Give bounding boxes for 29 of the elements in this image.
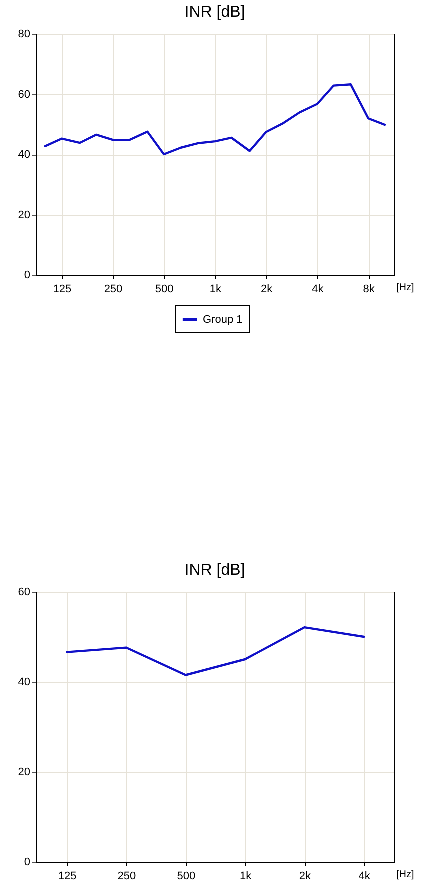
x-axis-title: [Hz] — [396, 870, 414, 880]
x-tick-label: 250 — [104, 284, 123, 296]
x-tick-label: 500 — [155, 284, 174, 296]
x-tick-label: 1k — [210, 284, 222, 296]
y-tick-label: 60 — [18, 586, 30, 598]
y-tick-label: 0 — [24, 270, 30, 282]
y-tick-label: 20 — [18, 766, 30, 778]
x-tick-label: 8k — [363, 284, 376, 296]
y-tick-label: 60 — [18, 88, 30, 101]
x-tick-label: 125 — [58, 870, 77, 882]
y-tick-label: 20 — [18, 209, 30, 222]
x-tick-label: 4k — [312, 284, 324, 296]
line-series — [44, 84, 386, 156]
y-tick-label: 0 — [24, 856, 30, 868]
line-series — [66, 626, 366, 676]
x-tick-label: 250 — [118, 870, 136, 882]
chart-title: INR [dB] — [184, 562, 246, 579]
x-tick-label: 4k — [358, 870, 371, 882]
chart-title: INR [dB] — [184, 4, 246, 21]
x-tick-label: 2k — [299, 870, 312, 882]
x-tick-label: 125 — [53, 284, 72, 296]
y-tick-label: 80 — [18, 28, 30, 40]
x-tick-label: 500 — [177, 870, 196, 882]
x-axis-title: [Hz] — [396, 282, 414, 294]
legend-label: Group 1 — [203, 314, 243, 326]
x-tick-label: 2k — [261, 284, 274, 296]
x-tick-label: 1k — [240, 870, 252, 882]
y-tick-label: 40 — [18, 149, 30, 161]
y-tick-label: 40 — [18, 676, 30, 688]
